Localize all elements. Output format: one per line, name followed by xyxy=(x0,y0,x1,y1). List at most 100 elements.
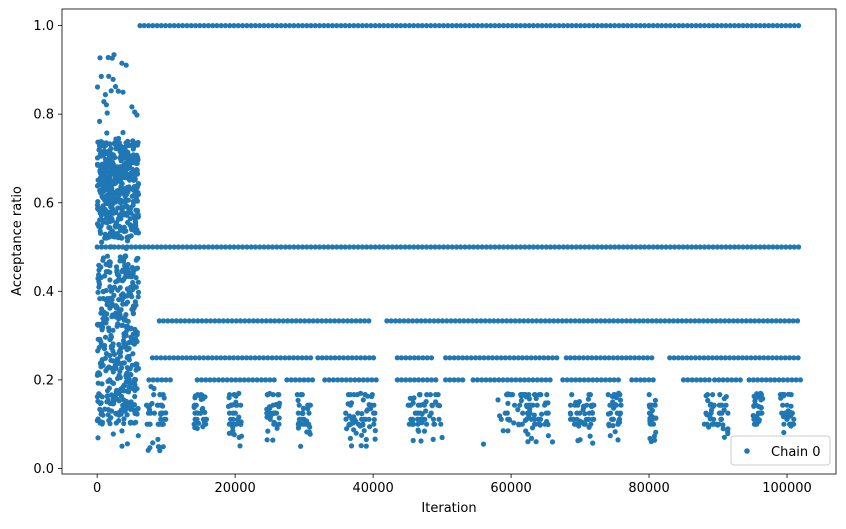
data-point xyxy=(581,421,587,427)
data-point xyxy=(567,355,574,361)
data-point xyxy=(772,377,778,383)
data-point xyxy=(229,318,235,324)
data-point xyxy=(721,396,727,402)
data-point xyxy=(791,244,797,250)
data-point xyxy=(108,332,114,339)
data-point xyxy=(225,403,232,409)
data-point xyxy=(697,355,703,361)
data-point xyxy=(453,244,460,250)
data-point xyxy=(559,318,565,324)
data-point xyxy=(739,355,746,361)
data-point xyxy=(106,364,112,371)
data-point xyxy=(355,410,361,416)
data-point xyxy=(355,244,361,250)
data-point xyxy=(94,372,100,378)
data-point xyxy=(573,377,579,383)
data-point xyxy=(659,23,665,29)
data-point xyxy=(256,355,262,361)
data-point xyxy=(364,244,370,250)
data-point xyxy=(369,393,375,400)
data-point xyxy=(103,320,109,326)
data-point xyxy=(524,402,530,408)
data-point xyxy=(406,402,412,408)
data-point xyxy=(197,244,203,250)
data-point xyxy=(505,428,511,434)
data-point xyxy=(491,377,498,383)
data-point xyxy=(415,244,421,250)
data-point xyxy=(222,23,229,29)
data-point xyxy=(147,403,153,409)
data-point xyxy=(430,416,437,422)
data-point xyxy=(543,23,549,29)
data-point xyxy=(522,23,528,29)
data-point xyxy=(492,244,498,250)
data-point xyxy=(214,23,220,29)
data-point xyxy=(508,318,514,324)
data-point xyxy=(500,377,506,383)
data-point xyxy=(420,377,426,383)
data-point xyxy=(308,244,314,250)
data-point xyxy=(132,393,138,400)
data-point xyxy=(593,318,600,324)
data-point xyxy=(125,158,131,164)
data-point xyxy=(709,318,715,324)
data-point xyxy=(295,244,301,250)
data-point xyxy=(200,424,206,430)
data-point xyxy=(716,421,722,427)
data-point xyxy=(175,244,181,250)
data-point xyxy=(203,377,209,383)
data-point xyxy=(496,377,502,383)
data-point xyxy=(470,377,476,383)
data-point xyxy=(263,318,269,324)
data-point xyxy=(109,408,115,414)
data-point xyxy=(131,192,138,198)
data-point xyxy=(714,355,720,361)
data-point xyxy=(758,397,764,403)
data-point xyxy=(264,392,271,398)
data-point xyxy=(125,219,131,226)
data-point xyxy=(120,129,126,136)
data-point xyxy=(460,355,466,361)
data-point xyxy=(235,23,241,29)
data-point xyxy=(518,23,524,29)
data-point xyxy=(469,318,476,324)
data-point xyxy=(436,244,442,250)
data-point xyxy=(276,415,282,421)
data-point xyxy=(524,355,530,361)
data-point xyxy=(645,318,651,324)
data-point xyxy=(347,402,354,408)
data-point xyxy=(571,421,578,427)
data-point xyxy=(593,355,599,361)
data-point xyxy=(731,23,738,29)
data-point xyxy=(287,244,293,250)
data-point xyxy=(417,402,424,408)
data-point xyxy=(532,421,539,427)
data-point xyxy=(95,289,101,295)
data-point xyxy=(131,183,138,190)
data-point xyxy=(344,318,351,324)
data-point xyxy=(500,244,507,250)
data-point xyxy=(360,397,366,403)
data-point xyxy=(96,391,102,397)
data-point xyxy=(205,355,211,361)
data-point xyxy=(790,318,796,324)
data-point xyxy=(116,418,122,424)
data-point xyxy=(120,89,126,95)
data-point xyxy=(716,377,722,383)
data-point xyxy=(485,355,491,361)
data-point xyxy=(304,244,310,250)
data-point xyxy=(107,305,113,311)
data-point xyxy=(146,377,152,383)
data-point xyxy=(620,23,626,29)
data-point xyxy=(267,377,273,383)
data-point xyxy=(590,377,596,383)
data-point xyxy=(121,191,127,197)
data-point xyxy=(403,377,409,383)
data-point xyxy=(107,170,113,177)
data-point xyxy=(120,384,126,390)
data-point xyxy=(104,110,110,116)
data-point xyxy=(455,377,461,383)
data-point xyxy=(102,406,108,412)
data-point xyxy=(519,392,525,398)
data-point xyxy=(132,218,138,224)
